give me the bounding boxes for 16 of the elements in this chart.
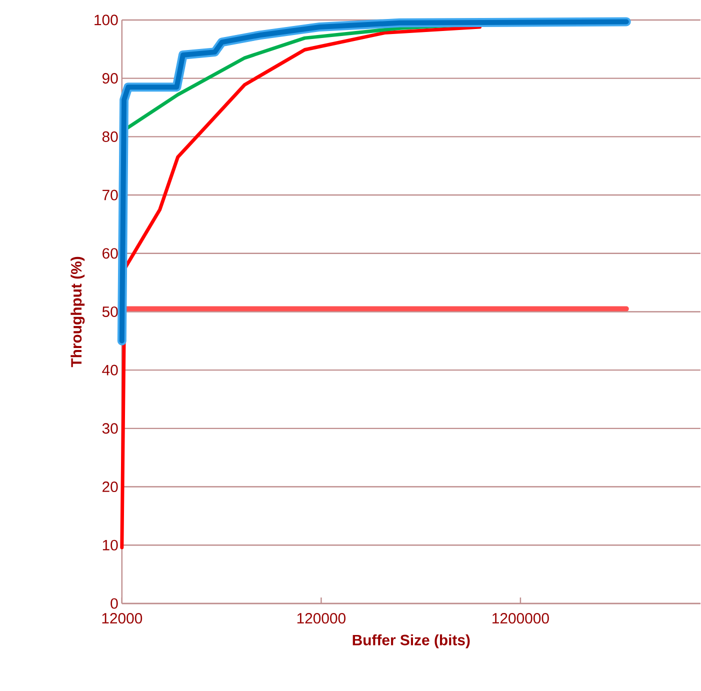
y-tick-label: 0 (110, 598, 118, 609)
y-tick-label: 90 (102, 72, 118, 84)
y-tick-label: 40 (102, 364, 118, 376)
y-tick-label: 50 (102, 306, 118, 317)
x-tick-label: 120000 (297, 612, 346, 624)
y-axis-title: Throughput (%) (70, 256, 85, 367)
y-tick-label: 60 (102, 248, 118, 258)
y-tick-label: 80 (102, 131, 118, 142)
y-tick-label: 70 (102, 190, 118, 200)
y-tick-label: 20 (102, 481, 118, 492)
y-tick-label: 30 (102, 422, 118, 434)
y-tick-label: 100 (94, 14, 118, 26)
x-axis-title: Buffer Size (bits) (352, 634, 470, 648)
x-tick-label: 12000 (102, 612, 142, 624)
x-tick-label: 1200000 (492, 612, 549, 624)
y-tick-label: 10 (102, 540, 118, 550)
